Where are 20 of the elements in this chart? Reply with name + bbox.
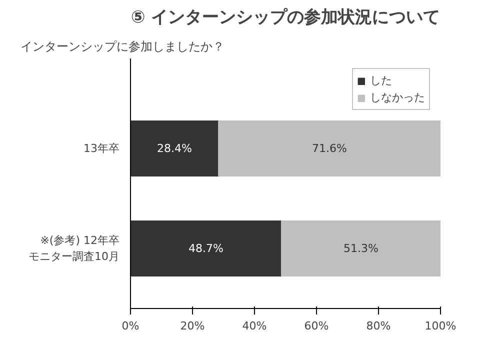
x-tick-label: 20% — [180, 320, 205, 332]
bar — [218, 120, 440, 176]
x-tick-label: 100% — [424, 320, 456, 332]
x-tick-label: 60% — [304, 320, 329, 332]
bar — [280, 220, 440, 276]
chart-subtitle: インターンシップに参加しましたか？ — [20, 40, 224, 54]
y-tick-label: 13年卒 — [84, 142, 120, 155]
chart-title: ⑤ インターンシップの参加状況について — [130, 8, 440, 28]
data-label: 51.3% — [344, 242, 378, 255]
data-label: 71.6% — [312, 142, 347, 155]
data-label: 28.4% — [157, 142, 192, 155]
legend-label: しなかった — [370, 90, 425, 105]
x-tick-label: 40% — [242, 320, 267, 332]
x-tick-label: 80% — [366, 320, 391, 332]
data-label: 48.7% — [188, 242, 224, 255]
y-tick-label: ※(参考) 12年卒モニター調査10月 — [28, 234, 120, 263]
legend-label: した — [370, 73, 392, 88]
x-tick-label: 0% — [122, 320, 140, 332]
bar — [130, 120, 220, 176]
bar — [130, 220, 282, 276]
